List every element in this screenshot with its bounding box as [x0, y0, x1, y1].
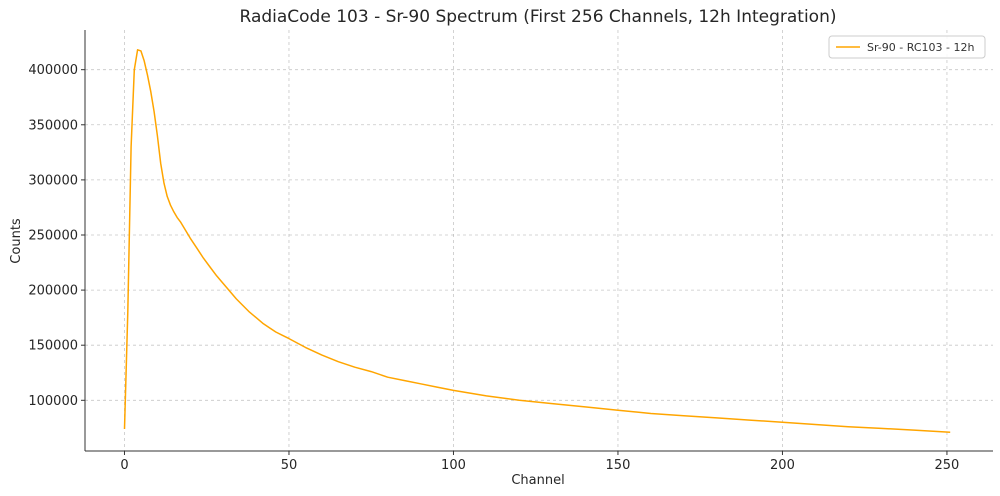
x-tick-label: 200: [770, 458, 795, 473]
chart-title: RadiaCode 103 - Sr-90 Spectrum (First 25…: [240, 7, 837, 27]
y-tick-label: 200000: [28, 284, 78, 299]
x-tick-label: 150: [606, 458, 631, 473]
y-axis-label: Counts: [9, 218, 24, 264]
axes: 0 50 100 150 200 250 100000 150000 200000 250000 3…: [28, 30, 993, 473]
x-axis-label: Channel: [511, 473, 564, 488]
y-tick-label: 350000: [28, 118, 78, 133]
legend-label-sr90: Sr-90 - RC103 - 12h: [867, 41, 974, 54]
y-tick-label: 250000: [28, 228, 78, 243]
x-tick-label: 250: [935, 458, 960, 473]
y-tick-label: 150000: [28, 339, 78, 354]
y-tick-label: 300000: [28, 173, 78, 188]
x-tick-label: 100: [441, 458, 466, 473]
x-tick-label: 50: [281, 458, 298, 473]
y-tick-label: 100000: [28, 394, 78, 409]
x-tick-label: 0: [120, 458, 128, 473]
series-line-sr90: [123, 49, 951, 434]
series-layer: [123, 49, 951, 434]
grid: [85, 30, 993, 451]
legend: Sr-90 - RC103 - 12h: [828, 35, 986, 59]
legend-box: [828, 35, 986, 59]
y-tick-label: 400000: [28, 63, 78, 78]
